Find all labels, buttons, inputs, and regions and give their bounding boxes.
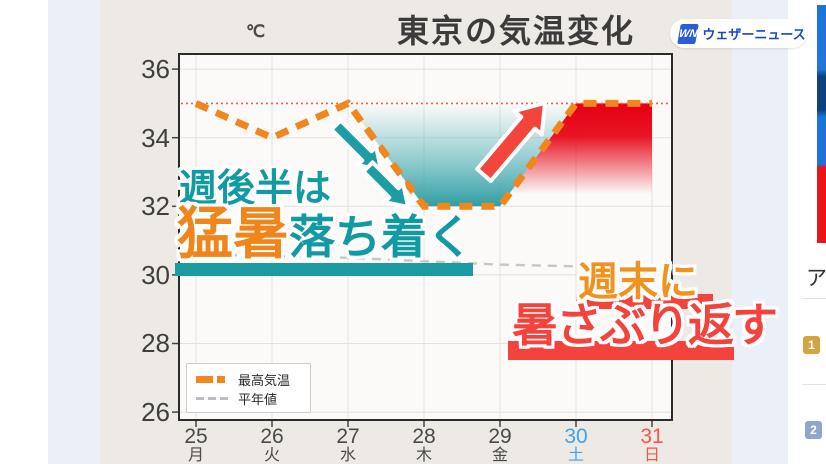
legend-label: 最高気温 [238, 373, 291, 388]
sidebar-article-thumbnail[interactable] [817, 5, 826, 243]
x-axis-label: 25 月 [184, 425, 208, 464]
annotation-hot-line1: 週末に [578, 260, 698, 304]
hot-highlight-bar [508, 341, 734, 360]
normal-line-swatch [196, 397, 230, 400]
x-axis-label: 31 日 [640, 425, 664, 464]
x-axis-label: 29 金 [488, 425, 512, 464]
weathernews-monogram-icon: WN [677, 23, 700, 44]
annotation-cool-line2: 猛暑落ち着く [177, 202, 473, 265]
y-axis: 26 28 30 32 34 36 [128, 53, 170, 427]
cooldown-arrow-icon [361, 160, 410, 209]
chart-legend: 最高気温 平年値 [186, 363, 311, 413]
legend-label: 平年値 [238, 392, 278, 407]
annotation-arrows [329, 101, 547, 209]
y-tick-label: 36 [141, 54, 170, 85]
annotation-cool-highlight: 猛暑 [177, 202, 289, 265]
x-axis-label: 30 土 [564, 425, 588, 464]
legend-item-normal: 平年値 [196, 389, 301, 408]
chart-title: 東京の気温変化 [396, 13, 635, 49]
y-axis-unit: ℃ [246, 22, 266, 41]
max-temp-line-swatch [196, 376, 230, 383]
weathernews-logo: WN ウェザーニュース [670, 19, 807, 48]
y-tick-label: 28 [141, 328, 170, 359]
ranking-item-2-badge[interactable]: 2 [805, 421, 822, 439]
x-axis-label: 28 木 [412, 425, 436, 464]
legend-item-max-temp: 最高気温 [196, 370, 301, 389]
sidebar-ranking-heading: ア [806, 267, 826, 290]
heat-return-arrow-icon [475, 101, 547, 183]
ranking-item-1-badge[interactable]: 1 [803, 336, 820, 354]
annotation-cool-rest: 落ち着く [289, 211, 473, 263]
x-axis-label: 26 火 [260, 425, 284, 464]
y-tick-label: 26 [141, 397, 170, 428]
hot-highlight-bar [576, 294, 713, 309]
annotation-hot-line2: 暑さぶり返す [512, 299, 778, 351]
y-tick-label: 32 [141, 191, 170, 222]
weathernews-logo-text: ウェザーニュース [702, 27, 806, 42]
cool-highlight-bar [175, 263, 473, 276]
y-tick-label: 30 [141, 259, 170, 290]
x-axis-label: 27 水 [336, 425, 360, 464]
divider [802, 384, 826, 385]
annotation-cool-line1: 週後半は [179, 168, 332, 210]
y-tick-label: 34 [141, 122, 170, 153]
x-axis: 25 月 26 火 27 水 28 木 29 金 30 土 31 日 [178, 425, 673, 464]
divider [802, 298, 826, 299]
